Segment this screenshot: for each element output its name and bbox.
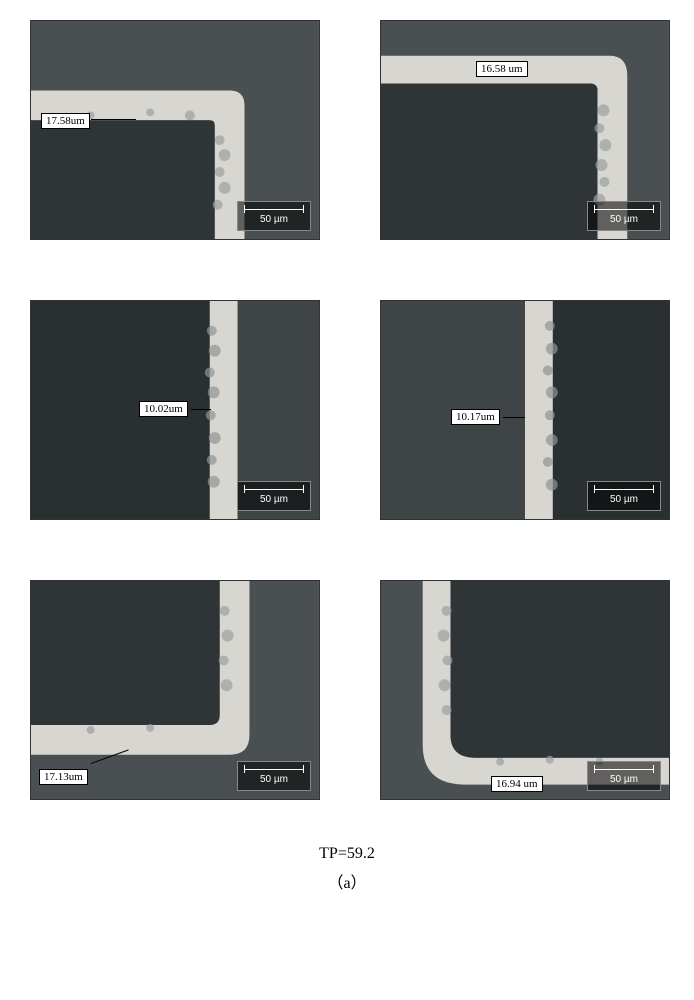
scalebar-text: 50 µm (594, 774, 654, 785)
panel-top-right: 16.58 um 50 µm (380, 20, 670, 240)
measurement-label: 16.94 um (491, 776, 543, 792)
panel-bot-right: 16.94 um 50 µm (380, 580, 670, 800)
leader-line (503, 417, 525, 418)
measurement-value: 17.58um (46, 115, 85, 127)
panel-top-left: 17.58um 50 µm (30, 20, 320, 240)
measurement-label: 17.13um (39, 769, 88, 785)
measurement-value: 10.17um (456, 411, 495, 423)
scalebar-line (594, 765, 654, 773)
measurement-value: 16.58 um (481, 63, 523, 75)
leader-line (91, 119, 136, 120)
measurement-label: 16.58 um (476, 61, 528, 77)
leader-line (191, 409, 211, 410)
panel-bot-left: 17.13um 50 µm (30, 580, 320, 800)
measurement-label: 17.58um (41, 113, 90, 129)
scalebar: 50 µm (587, 201, 661, 231)
scalebar: 50 µm (237, 481, 311, 511)
figure-caption: TP=59.2 (0, 845, 694, 863)
scalebar: 50 µm (587, 481, 661, 511)
scalebar-line (244, 485, 304, 493)
measurement-label: 10.17um (451, 409, 500, 425)
scalebar-line (244, 765, 304, 773)
scalebar-text: 50 µm (244, 494, 304, 505)
scalebar-line (594, 205, 654, 213)
scalebar: 50 µm (237, 201, 311, 231)
scalebar: 50 µm (237, 761, 311, 791)
scalebar-line (594, 485, 654, 493)
scalebar-text: 50 µm (594, 214, 654, 225)
panel-mid-right: 10.17um 50 µm (380, 300, 670, 520)
measurement-value: 10.02um (144, 403, 183, 415)
scalebar-text: 50 µm (244, 214, 304, 225)
scalebar-text: 50 µm (594, 494, 654, 505)
scalebar-text: 50 µm (244, 774, 304, 785)
panel-mid-left: 10.02um 50 µm (30, 300, 320, 520)
micrograph-grid: 17.58um 50 µm 16.58 um 50 µm (0, 0, 694, 810)
measurement-value: 16.94 um (496, 778, 538, 790)
scalebar-line (244, 205, 304, 213)
measurement-label: 10.02um (139, 401, 188, 417)
measurement-value: 17.13um (44, 771, 83, 783)
scalebar: 50 µm (587, 761, 661, 791)
figure-subcaption: （a） (0, 869, 694, 893)
